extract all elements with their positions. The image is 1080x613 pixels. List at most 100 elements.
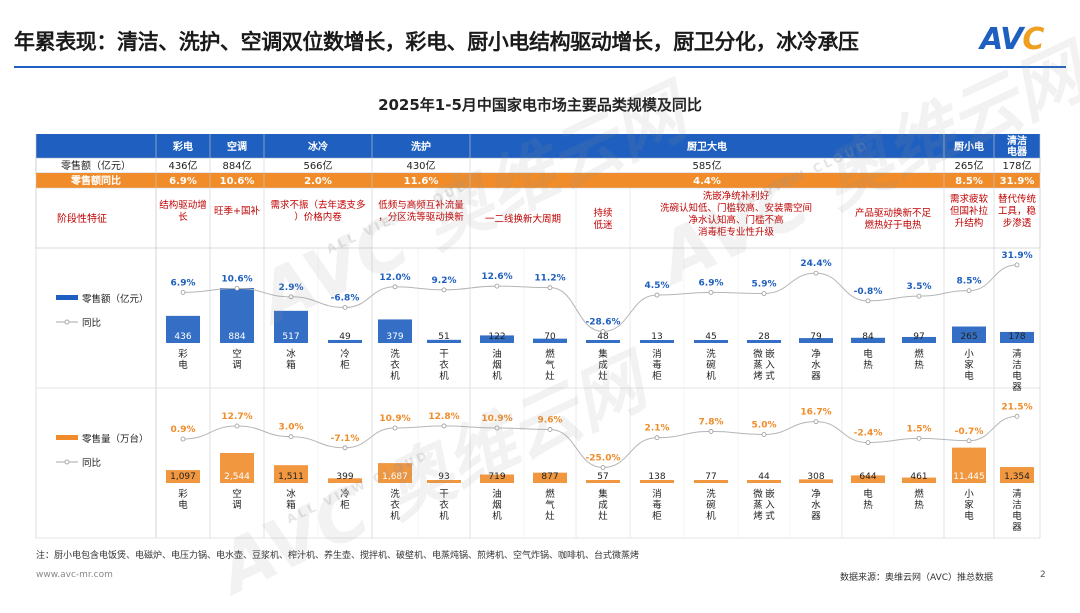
volume-yoy-label-5: 12.8% [428,412,459,422]
volume-cat-8: 集成灶 [598,488,608,522]
feature-dish: 洗嵌净统补利好洗碗认知低、门槛较高、安装需空间净水认知高、门槛不高消毒柜专业性升… [660,190,812,238]
volume-legend-line-dot [64,459,70,465]
amount-cat-15: 小家电 [964,349,974,382]
volume-bar-2 [274,465,308,483]
amount-yoy-label-16: 31.9% [1001,251,1032,261]
amount-bar-3 [328,339,362,343]
volume-legend-line: 同比 [82,457,101,469]
volume-yoy-label-13: -2.4% [854,429,883,439]
group-yoy-6: 31.9% [1000,176,1035,187]
amount-bar-label-1: 884 [228,332,245,342]
volume-bar-label-1: 2,544 [224,472,250,482]
amount-cat-14: 燃热 [914,348,924,371]
volume-yoy-label-10: 7.8% [699,417,724,427]
amount-yoy-point-4 [392,284,398,290]
amount-cat-1: 空调 [232,348,242,371]
row-label-retail: 零售额（亿元） [61,159,131,172]
amount-yoy-label-7: 11.2% [534,274,565,284]
amount-cat-12: 净水器 [811,348,821,382]
amount-yoy-point-14 [916,293,922,299]
volume-cat-16: 清洁电器 [1012,488,1022,533]
group-retail-4: 585亿 [692,159,721,172]
volume-cat-2: 冰箱 [286,488,296,511]
group-feature-3: 低频与高频互补流量，分区洗等驱动换新 [378,199,464,223]
amount-yoy-point-8 [600,329,606,334]
volume-bar-6 [480,474,514,483]
volume-yoy-point-1 [234,423,240,429]
amount-bar-15 [952,326,986,343]
volume-yoy-label-16: 21.5% [1001,402,1032,412]
amount-yoy-point-1 [234,285,240,291]
group-feature-1: 旺季+国补 [214,205,260,217]
volume-cat-3: 冷柜 [340,488,350,511]
volume-yoy-label-4: 10.9% [379,414,410,424]
volume-yoy-label-0: 0.9% [171,425,196,435]
amount-bar-5 [427,339,461,343]
volume-yoy-label-11: 5.0% [752,421,777,431]
amount-cat-16: 清洁电器 [1012,348,1022,393]
amount-yoy-point-3 [342,305,348,310]
volume-cat-12: 净水器 [811,488,821,522]
group-yoy-1: 10.6% [220,176,255,187]
amount-bar-label-8: 48 [597,332,609,342]
amount-cat-6: 油烟机 [492,348,502,382]
volume-yoy-label-9: 2.1% [645,424,670,434]
page-title: 年累表现：清洁、洗护、空调双位数增长，彩电、厨小电结构驱动增长，厨卫分化，冰冷承… [14,30,859,54]
volume-yoy-point-3 [342,445,348,451]
feature-range-gas: 一二线换新大周期 [485,213,561,225]
volume-bar-label-2: 1,511 [278,472,304,482]
amount-yoy-point-16 [1014,262,1020,268]
volume-cat-13: 电热 [863,488,873,511]
volume-cat-5: 干衣机 [439,489,449,522]
amount-yoy-label-3: -6.8% [331,293,360,303]
volume-cat-15: 小家电 [964,489,974,522]
volume-bar-label-3: 399 [336,472,353,482]
feature-heater: 产品驱动换新不足燃热好于电热 [855,207,932,231]
amount-yoy-point-6 [494,283,500,289]
group-retail-2: 566亿 [303,159,332,172]
amount-bar-7 [533,338,567,343]
volume-bar-label-0: 1,097 [170,472,196,482]
amount-bar-label-7: 70 [544,332,556,342]
volume-yoy-point-7 [547,427,553,432]
amount-bar-2 [274,310,308,343]
volume-bar-label-12: 308 [807,472,824,482]
amount-cat-9: 消毒柜 [652,348,662,382]
volume-cat-6: 油烟机 [492,488,502,522]
group-yoy-4: 4.4% [693,176,721,187]
row-label-yoy: 零售额同比 [70,174,121,187]
amount-legend-bar-swatch [56,295,78,300]
volume-bar-label-13: 644 [859,472,876,482]
group-header-4: 厨卫大电 [687,140,727,153]
volume-bar-label-9: 138 [648,472,665,482]
website-link[interactable]: www.avc-mr.com [36,570,113,580]
amount-bar-0 [166,315,200,343]
avc-logo: AVC [980,22,1044,57]
amount-bar-label-12: 79 [810,332,822,342]
amount-bar-1 [220,288,254,343]
amount-yoy-label-15: 8.5% [957,277,982,287]
volume-bar-label-15: 11,445 [953,472,985,482]
volume-yoy-label-14: 1.5% [907,424,932,434]
volume-yoy-point-11 [761,432,767,437]
volume-yoy-point-15 [966,438,972,444]
amount-bar-8 [586,340,620,343]
amount-legend-line-dot [64,319,70,325]
group-header-6: 清洁 [1007,134,1027,147]
volume-yoy-label-3: -7.1% [331,434,360,444]
amount-bar-16 [1000,331,1034,343]
amount-cat-5: 干衣机 [439,349,449,382]
amount-bar-6 [480,335,514,343]
volume-bar-label-16: 1,354 [1004,472,1030,482]
amount-yoy-point-0 [180,290,186,295]
group-retail-1: 884亿 [222,159,251,172]
amount-cat-11-b: 嵌入式 [765,348,775,382]
volume-yoy-label-7: 9.6% [538,415,563,425]
volume-bar-3 [328,478,362,483]
volume-cat-9: 消毒柜 [652,488,662,522]
amount-yoy-label-2: 2.9% [279,283,304,293]
amount-bar-label-9: 13 [651,332,662,342]
group-feature-5: 需求疲软但国补拉升结构 [950,193,989,229]
group-header-1: 空调 [227,140,247,153]
amount-yoy-point-13 [865,298,871,304]
